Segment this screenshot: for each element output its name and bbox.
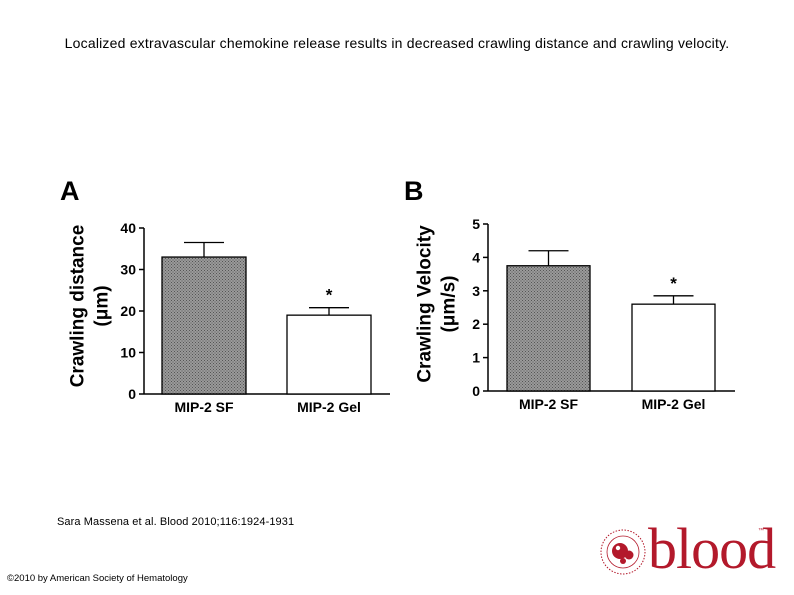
bar <box>506 265 591 392</box>
significance-marker: * <box>326 286 333 305</box>
y-tick-label: 30 <box>120 262 136 278</box>
y-axis-label: Crawling Velocity <box>415 225 436 383</box>
y-tick-label: 4 <box>472 249 480 265</box>
y-tick-label: 5 <box>472 216 480 232</box>
y-tick-label: 2 <box>472 316 480 332</box>
x-category-label: MIP-2 Gel <box>297 399 361 415</box>
citation-text: Sara Massena et al. Blood 2010;116:1924-… <box>57 516 295 528</box>
panel-label: A <box>60 176 80 206</box>
y-tick-label: 0 <box>128 386 136 402</box>
y-tick-label: 10 <box>120 345 136 361</box>
y-tick-label: 0 <box>472 383 480 399</box>
page-title: Localized extravascular chemokine releas… <box>64 35 730 51</box>
y-tick-label: 40 <box>120 220 136 236</box>
blood-journal-logo: blood ™ <box>596 516 776 582</box>
x-category-label: MIP-2 SF <box>519 396 579 412</box>
bar <box>631 303 716 392</box>
panel-label: B <box>404 176 424 206</box>
y-axis-label-units: (μm/s) <box>439 275 460 332</box>
significance-marker: * <box>670 274 677 293</box>
y-axis-label-units: (μm) <box>92 285 113 326</box>
y-tick-label: 3 <box>472 283 480 299</box>
logo-wordmark: blood <box>648 516 776 581</box>
logo-trademark: ™ <box>758 528 764 534</box>
y-axis-label: Crawling distance <box>68 225 89 388</box>
x-category-label: MIP-2 Gel <box>642 396 706 412</box>
copyright-text: ©2010 by American Society of Hematology <box>7 573 188 584</box>
bar <box>161 256 247 395</box>
x-category-label: MIP-2 SF <box>174 399 234 415</box>
bar <box>286 314 372 395</box>
logo-seal-icon <box>600 529 646 575</box>
y-tick-label: 20 <box>120 303 136 319</box>
y-tick-label: 1 <box>472 350 480 366</box>
